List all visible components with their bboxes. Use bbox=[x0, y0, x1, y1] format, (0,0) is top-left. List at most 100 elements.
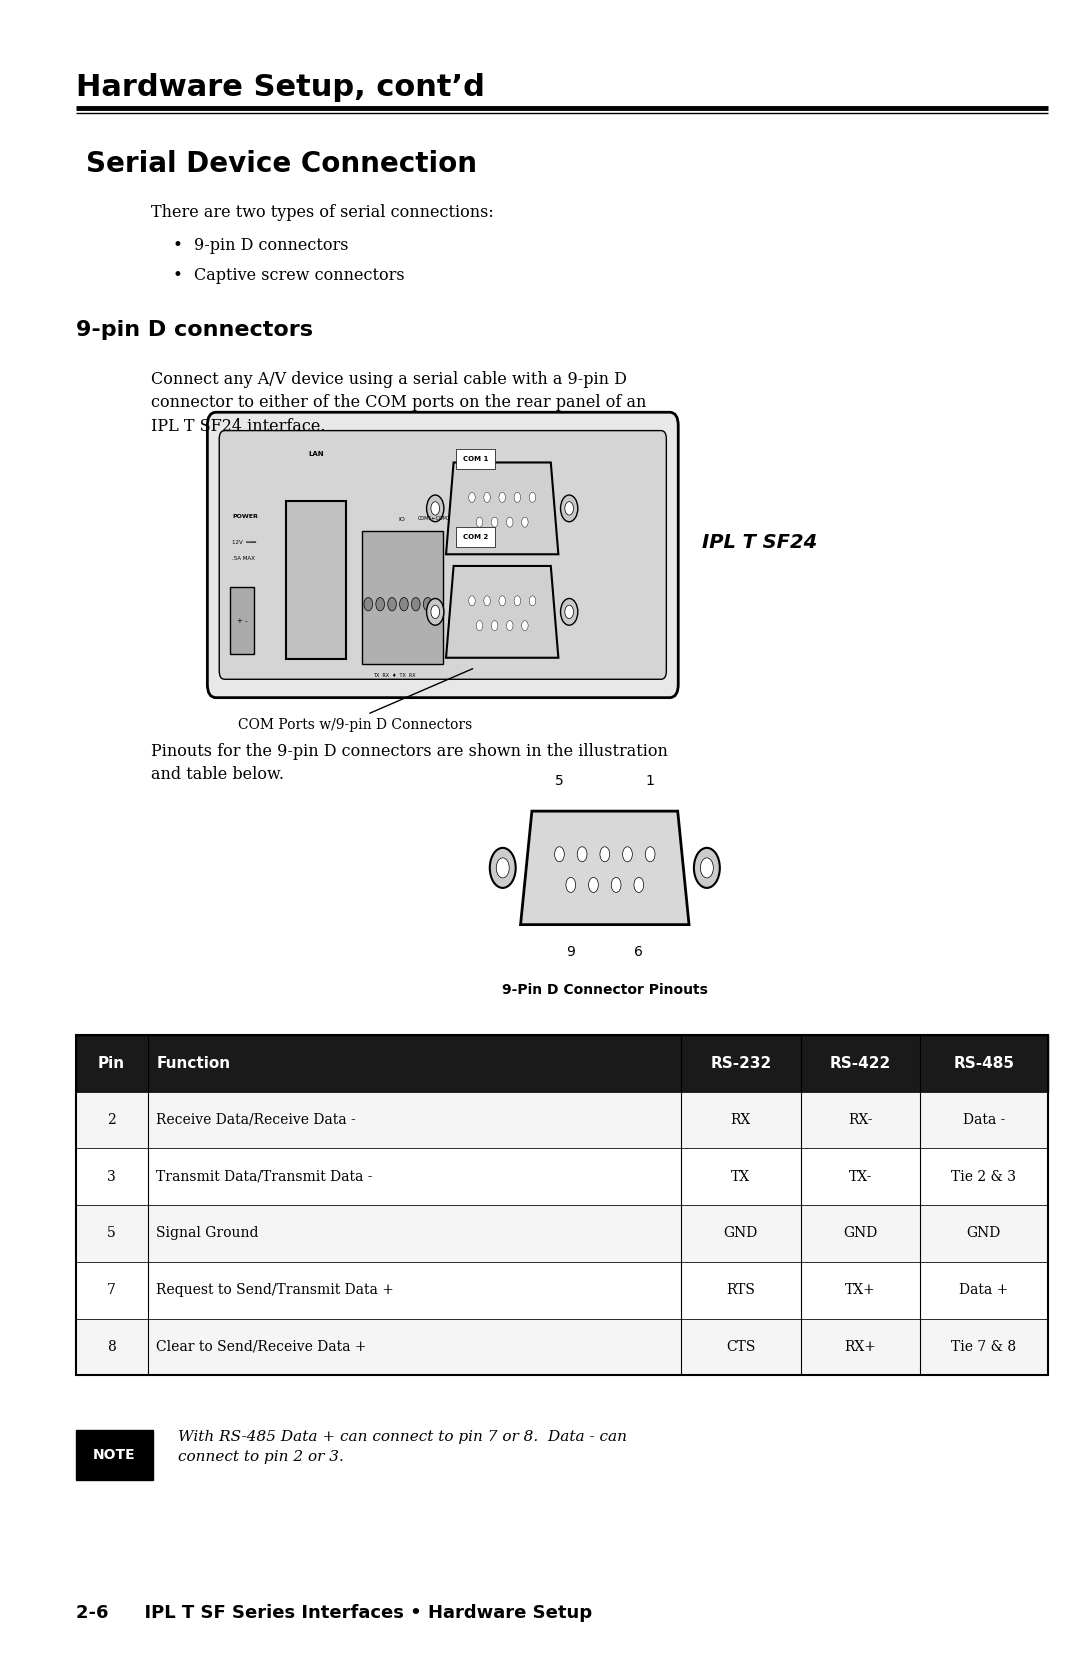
Circle shape bbox=[499, 596, 505, 606]
Circle shape bbox=[497, 858, 510, 878]
Text: There are two types of serial connections:: There are two types of serial connection… bbox=[151, 204, 494, 220]
Text: RX-: RX- bbox=[848, 1113, 873, 1127]
Circle shape bbox=[701, 858, 714, 878]
Text: Connect any A/V device using a serial cable with a 9-pin D
connector to either o: Connect any A/V device using a serial ca… bbox=[151, 371, 647, 434]
Circle shape bbox=[646, 846, 654, 861]
Text: With RS-485 Data + can connect to pin 7 or 8.  Data - can
connect to pin 2 or 3.: With RS-485 Data + can connect to pin 7 … bbox=[178, 1430, 627, 1464]
Text: COM 2: COM 2 bbox=[462, 534, 488, 541]
Text: •: • bbox=[173, 237, 183, 254]
Circle shape bbox=[565, 502, 573, 516]
Text: COM Ports w/9-pin D Connectors: COM Ports w/9-pin D Connectors bbox=[238, 718, 472, 731]
Text: COM 1: COM 1 bbox=[462, 456, 488, 462]
Circle shape bbox=[600, 846, 610, 861]
Text: RS-485: RS-485 bbox=[954, 1056, 1014, 1070]
Text: Tie 7 & 8: Tie 7 & 8 bbox=[951, 1340, 1016, 1354]
Circle shape bbox=[484, 492, 490, 502]
Circle shape bbox=[507, 621, 513, 631]
Text: 5: 5 bbox=[107, 1227, 116, 1240]
Text: + -: + - bbox=[237, 618, 247, 624]
Text: TX  RX  ♦  TX  RX: TX RX ♦ TX RX bbox=[373, 673, 415, 678]
Text: LAN: LAN bbox=[308, 451, 324, 457]
Text: 7: 7 bbox=[107, 1283, 116, 1297]
Circle shape bbox=[529, 596, 536, 606]
Text: 5: 5 bbox=[555, 774, 564, 788]
Text: .5A MAX: .5A MAX bbox=[232, 556, 255, 561]
Circle shape bbox=[507, 517, 513, 527]
Circle shape bbox=[484, 596, 490, 606]
Text: TX: TX bbox=[731, 1170, 751, 1183]
Circle shape bbox=[476, 517, 483, 527]
FancyBboxPatch shape bbox=[362, 531, 443, 664]
Text: CTS: CTS bbox=[726, 1340, 756, 1354]
Text: Tie 2 & 3: Tie 2 & 3 bbox=[951, 1170, 1016, 1183]
Text: NOTE: NOTE bbox=[93, 1449, 136, 1462]
Text: POWER: POWER bbox=[232, 514, 258, 519]
Polygon shape bbox=[521, 811, 689, 925]
Text: RTS: RTS bbox=[727, 1283, 755, 1297]
Text: 9-pin D connectors: 9-pin D connectors bbox=[76, 320, 312, 340]
Circle shape bbox=[555, 846, 565, 861]
Circle shape bbox=[529, 492, 536, 502]
FancyBboxPatch shape bbox=[76, 1262, 1048, 1319]
Text: Transmit Data/Transmit Data -: Transmit Data/Transmit Data - bbox=[157, 1170, 373, 1183]
Circle shape bbox=[469, 492, 475, 502]
Circle shape bbox=[431, 502, 440, 516]
Text: 8: 8 bbox=[107, 1340, 116, 1354]
Text: GND: GND bbox=[843, 1227, 877, 1240]
FancyBboxPatch shape bbox=[76, 1430, 153, 1480]
Text: Function: Function bbox=[157, 1056, 230, 1070]
Text: TX+: TX+ bbox=[845, 1283, 876, 1297]
Circle shape bbox=[491, 621, 498, 631]
Circle shape bbox=[427, 599, 444, 626]
FancyBboxPatch shape bbox=[76, 1205, 1048, 1262]
Polygon shape bbox=[446, 566, 558, 658]
Text: 2: 2 bbox=[107, 1113, 116, 1127]
Text: 1: 1 bbox=[646, 774, 654, 788]
Text: 2-6  IPL T SF Series Interfaces • Hardware Setup: 2-6 IPL T SF Series Interfaces • Hardwar… bbox=[76, 1604, 592, 1622]
Text: 9-pin D connectors: 9-pin D connectors bbox=[194, 237, 349, 254]
Circle shape bbox=[491, 517, 498, 527]
Text: RX+: RX+ bbox=[845, 1340, 876, 1354]
Circle shape bbox=[566, 878, 576, 893]
Circle shape bbox=[476, 621, 483, 631]
Text: 12V  ═══: 12V ═══ bbox=[232, 539, 256, 544]
Circle shape bbox=[522, 517, 528, 527]
Polygon shape bbox=[446, 462, 558, 554]
Circle shape bbox=[411, 598, 420, 611]
FancyBboxPatch shape bbox=[76, 1319, 1048, 1375]
Text: Hardware Setup, cont’d: Hardware Setup, cont’d bbox=[76, 73, 485, 102]
Text: Receive Data/Receive Data -: Receive Data/Receive Data - bbox=[157, 1113, 356, 1127]
Text: GND: GND bbox=[967, 1227, 1001, 1240]
Text: RS-422: RS-422 bbox=[829, 1056, 891, 1070]
FancyBboxPatch shape bbox=[76, 1092, 1048, 1148]
Text: Serial Device Connection: Serial Device Connection bbox=[86, 150, 477, 179]
Circle shape bbox=[611, 878, 621, 893]
FancyBboxPatch shape bbox=[230, 587, 254, 654]
FancyBboxPatch shape bbox=[207, 412, 678, 698]
Text: 9-Pin D Connector Pinouts: 9-Pin D Connector Pinouts bbox=[502, 983, 707, 996]
Text: 6: 6 bbox=[634, 945, 644, 958]
Circle shape bbox=[469, 596, 475, 606]
Circle shape bbox=[514, 596, 521, 606]
Circle shape bbox=[622, 846, 632, 861]
Text: RS-232: RS-232 bbox=[711, 1056, 771, 1070]
Text: Clear to Send/Receive Data +: Clear to Send/Receive Data + bbox=[157, 1340, 366, 1354]
Circle shape bbox=[561, 599, 578, 626]
Text: Data -: Data - bbox=[962, 1113, 1005, 1127]
Text: TX-: TX- bbox=[849, 1170, 872, 1183]
Circle shape bbox=[499, 492, 505, 502]
Text: IPL T SF24: IPL T SF24 bbox=[702, 532, 818, 551]
Circle shape bbox=[423, 598, 432, 611]
Circle shape bbox=[565, 606, 573, 619]
Text: 9: 9 bbox=[566, 945, 576, 958]
Circle shape bbox=[634, 878, 644, 893]
Text: 3: 3 bbox=[107, 1170, 116, 1183]
Circle shape bbox=[490, 848, 516, 888]
Circle shape bbox=[400, 598, 408, 611]
Text: •: • bbox=[173, 267, 183, 284]
Text: RX: RX bbox=[731, 1113, 751, 1127]
Circle shape bbox=[589, 878, 598, 893]
Text: GND: GND bbox=[724, 1227, 758, 1240]
Circle shape bbox=[577, 846, 588, 861]
Text: COM1←COM2: COM1←COM2 bbox=[418, 516, 450, 521]
